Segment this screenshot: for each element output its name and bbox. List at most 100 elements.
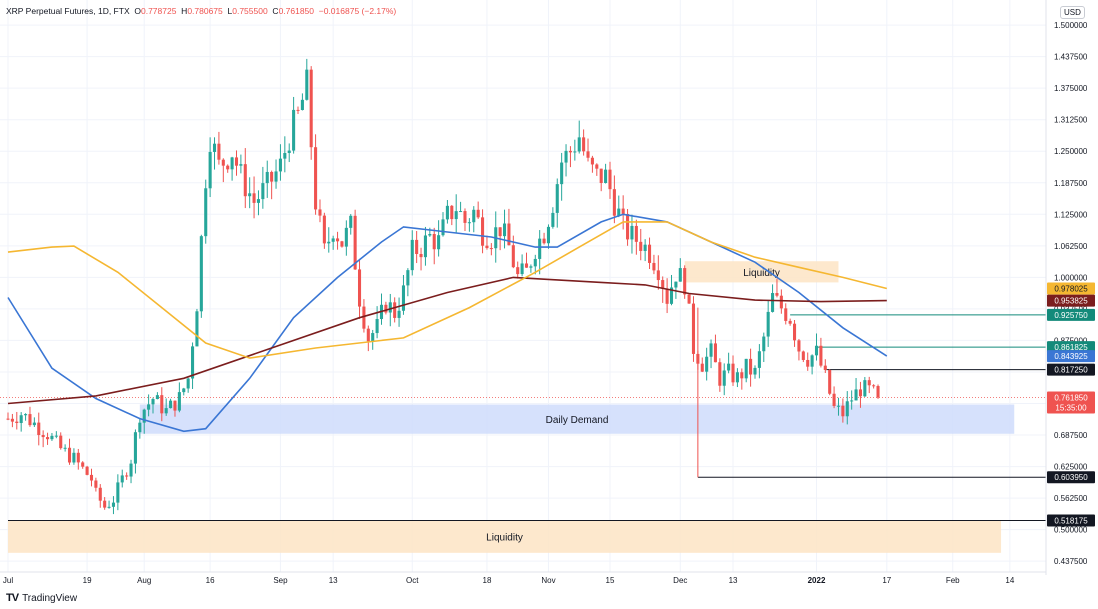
tradingview-logo-text: TradingView [22, 592, 78, 604]
zone-liquidity [684, 261, 839, 283]
candle-body [626, 213, 630, 240]
y-tick-label: 0.875000 [1054, 336, 1088, 345]
candle-body [63, 447, 67, 449]
y-tick-label: 0.562500 [1054, 494, 1088, 503]
candle-body [529, 266, 533, 268]
candle-body [502, 223, 507, 237]
candle-body [415, 239, 419, 254]
candle-body [410, 239, 414, 271]
candle-body [270, 171, 274, 182]
y-tick-label: 1.375000 [1054, 84, 1088, 93]
y-tick-label: 0.500000 [1054, 526, 1088, 535]
candle-body [823, 365, 827, 370]
candle-body [6, 418, 10, 420]
candle-body [678, 268, 682, 282]
candle-body [278, 158, 282, 172]
candle-body [287, 150, 291, 153]
high-value: 0.780675 [187, 6, 223, 16]
ma-line [7, 213, 888, 433]
candle-body [498, 227, 502, 237]
candle-body [555, 184, 559, 213]
candle-body [713, 343, 717, 363]
candle-body [445, 205, 449, 220]
x-tick-label: Aug [137, 576, 151, 585]
price-label-text: 0.978025 [1054, 284, 1088, 293]
candle-body [634, 225, 638, 242]
price-label-text: 0.518175 [1054, 516, 1088, 525]
candles [6, 58, 880, 515]
candle-body [489, 248, 493, 250]
candle-body [485, 245, 489, 249]
candle-body [212, 143, 217, 152]
candle-body [243, 164, 247, 197]
candle-body [89, 474, 94, 481]
candle-body [160, 395, 164, 414]
candle-body [617, 208, 621, 216]
time-axis[interactable]: Jul 19 Aug 16 Sep 13 Oct 18 Nov 15 Dec 13 2022 17 Feb 1… [0, 571, 1046, 585]
candle-body [608, 169, 612, 190]
currency-button[interactable]: USD [1060, 6, 1085, 19]
candle-body [72, 452, 76, 463]
candle-body [814, 345, 819, 356]
candle-body [107, 506, 111, 508]
candle-body [349, 215, 353, 228]
candle-body [516, 267, 520, 275]
candle-body [718, 362, 722, 386]
candle-body [819, 345, 823, 366]
price-label-text: 0.761850 [1054, 394, 1088, 403]
y-tick-label: 0.437500 [1054, 557, 1088, 566]
candle-body [854, 389, 858, 401]
candle-body [463, 211, 467, 223]
candle-body [779, 295, 783, 309]
candle-body [98, 487, 102, 501]
candle-body [863, 380, 867, 397]
candle-body [155, 395, 159, 400]
candle-body [568, 150, 572, 153]
candle-body [186, 378, 190, 389]
candle-body [388, 302, 392, 313]
x-tick-label: 13 [729, 576, 738, 585]
candle-body [217, 143, 221, 160]
candle-body [24, 414, 28, 416]
candle-body [340, 241, 344, 247]
candle-body [10, 418, 14, 422]
symbol-title[interactable]: XRP Perpetual Futures, 1D, FTX [6, 6, 130, 16]
candle-body [318, 209, 322, 216]
y-tick-label: 0.625000 [1054, 463, 1088, 472]
price-label-text: 0.953825 [1054, 297, 1088, 306]
candle-body [226, 165, 230, 170]
candle-body [401, 285, 406, 311]
candle-body [15, 421, 19, 423]
x-tick-label: 2022 [808, 576, 826, 585]
candle-body [314, 147, 318, 210]
candle-body [103, 500, 107, 508]
candle-body [621, 208, 625, 214]
price-label-bg [1047, 363, 1095, 376]
candle-body [841, 405, 845, 417]
price-label-bg [1047, 471, 1095, 484]
y-tick-label: 1.500000 [1054, 21, 1088, 30]
candle-body [669, 287, 674, 304]
candle-body [296, 109, 300, 111]
candle-body [397, 310, 401, 318]
candle-body [28, 414, 32, 426]
candle-body [538, 238, 542, 259]
x-tick-label: 19 [83, 576, 92, 585]
candle-body [524, 263, 529, 268]
candle-body [472, 209, 476, 223]
candle-body [459, 211, 463, 213]
candle-body [344, 227, 348, 247]
low-label: L [227, 6, 233, 16]
candle-body [762, 336, 766, 352]
candle-body [639, 241, 643, 251]
y-tick-label: 0.687500 [1054, 431, 1088, 440]
candle-body [766, 311, 770, 337]
candle-body [283, 152, 287, 159]
candle-body [375, 319, 379, 334]
tradingview-logo[interactable]: TV TradingView [6, 592, 77, 604]
zones: Liquidity Daily Demand Liquidity [8, 261, 1015, 553]
candle-body [125, 475, 129, 477]
candle-body [507, 223, 511, 246]
candle-body [533, 258, 537, 267]
